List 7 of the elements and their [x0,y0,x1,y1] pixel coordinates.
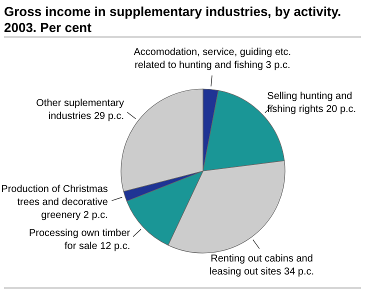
slice-label: Other suplementary industries 29 p.c. [36,98,124,122]
slice-label: Accomodation, service, guiding etc. related to hunting and fishing 3 p.c. [134,46,292,71]
slice-label: Production of Christmas trees and decorative greenery 2 p.c. [1,184,108,221]
chart-title: Gross income in supplementary industries, by activity. 2003. Per cent [4,4,342,35]
slice-label: Renting out cabins and leasing out sites 34 p.c. [210,253,314,278]
slice-label: Processing own timber for sale 12 p.c. [28,228,131,252]
slice-label: Selling hunting and fishing rights 20 p.c. [267,91,356,116]
